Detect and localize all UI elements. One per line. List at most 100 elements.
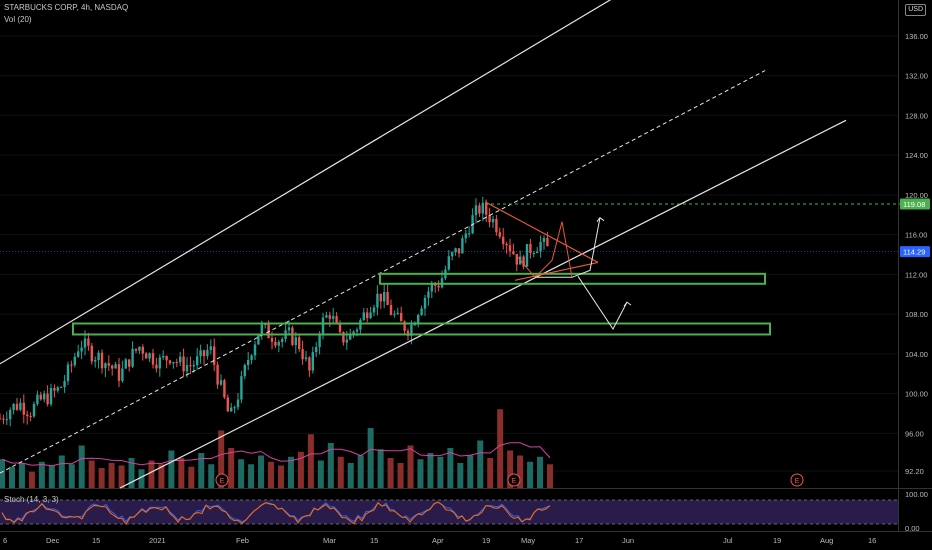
- candle-body: [243, 365, 246, 377]
- time-tick-label: Mar: [323, 536, 336, 545]
- candle-body: [216, 364, 219, 385]
- volume-bar: [238, 459, 245, 488]
- volume-bar: [228, 448, 235, 488]
- grid-lines: [0, 0, 932, 532]
- candle-body: [376, 293, 379, 308]
- candle-body: [539, 241, 542, 252]
- currency-badge[interactable]: USD: [905, 4, 926, 16]
- candle-body: [162, 355, 165, 358]
- candle-body: [253, 344, 257, 356]
- time-tick-label: Apr: [432, 536, 444, 545]
- price-tick-label: 136.00: [905, 32, 928, 41]
- price-tick-label: 128.00: [905, 111, 928, 120]
- time-axis[interactable]: 6 Dec 15 2021 Feb Mar 15 Apr 19 May 17 Jun Jul 19 Aug 1…: [3, 536, 876, 545]
- candle-body: [226, 397, 229, 412]
- candle-body: [80, 347, 83, 352]
- candle-body: [508, 245, 512, 252]
- candle-body: [63, 381, 66, 388]
- candle-body: [240, 376, 243, 400]
- candle-body: [349, 333, 352, 340]
- candle-body: [22, 402, 25, 415]
- candle-body: [304, 357, 308, 360]
- wedge-top-line: [484, 201, 599, 263]
- candle-body: [281, 338, 284, 342]
- earnings-marker-icon: [790, 473, 804, 487]
- candle-body: [151, 353, 155, 365]
- candle-body: [43, 393, 46, 400]
- candle-body: [355, 329, 359, 332]
- wedge-bottom-line: [514, 261, 599, 281]
- price-tick-label: 104.00: [905, 350, 928, 359]
- candle-body: [247, 359, 250, 366]
- candle-body: [468, 233, 471, 235]
- volume-bar: [48, 465, 55, 488]
- candle-body: [495, 218, 498, 233]
- candle-body: [36, 394, 39, 405]
- candle-body: [117, 364, 121, 381]
- candle-body: [427, 291, 430, 298]
- candle-body: [83, 338, 87, 348]
- candle-body: [15, 403, 19, 410]
- candle-body: [546, 238, 549, 247]
- volume-bar: [68, 464, 75, 488]
- candle-body: [454, 248, 457, 253]
- candle-body: [49, 388, 53, 405]
- candle-body: [179, 356, 182, 363]
- candle-body: [70, 364, 73, 366]
- volume-bar: [327, 443, 334, 488]
- volume-bar: [477, 440, 484, 488]
- candle-body: [257, 334, 260, 345]
- time-tick-label: Aug: [820, 536, 833, 545]
- candle-body: [267, 323, 270, 339]
- earnings-marker-letter: E: [220, 478, 225, 485]
- volume-bar: [258, 455, 265, 488]
- projection-up-path: [535, 217, 601, 278]
- candle-body: [138, 346, 141, 351]
- volume-bar: [387, 458, 394, 488]
- candle-body: [60, 387, 63, 389]
- volume-bar: [88, 460, 95, 488]
- candle-body: [406, 330, 410, 336]
- price-tick-label: 124.00: [905, 151, 928, 160]
- candle-body: [196, 356, 199, 366]
- candle-body: [100, 352, 104, 369]
- volume-bar: [527, 461, 534, 488]
- candle-body: [19, 402, 22, 410]
- candle-body: [155, 364, 158, 369]
- volume-bar: [188, 466, 195, 488]
- price-tick-label: 108.00: [905, 310, 928, 319]
- volume-bar: [168, 450, 175, 488]
- last-price-label: 114.29: [903, 248, 925, 257]
- volume-bar: [427, 453, 434, 488]
- candle-body: [145, 353, 148, 359]
- volume-bar: [178, 458, 185, 488]
- candle-body: [457, 248, 461, 254]
- volume-bar: [297, 451, 304, 488]
- candle-body: [325, 315, 328, 318]
- candle-body: [332, 316, 335, 319]
- candle-body: [0, 418, 2, 420]
- candle-body: [270, 338, 274, 342]
- volume-ma-line: [1, 442, 551, 467]
- candle-body: [274, 341, 277, 346]
- volume-bar: [8, 466, 15, 488]
- candle-body: [437, 285, 440, 288]
- candle-body: [5, 419, 8, 421]
- price-axis[interactable]: 136.00 132.00 128.00 124.00 120.00 116.00 112.…: [900, 32, 930, 533]
- candle-body: [250, 355, 253, 360]
- candle-body: [315, 347, 318, 353]
- volume-bar: [467, 455, 474, 488]
- candle-body: [192, 365, 195, 367]
- earnings-marker-icon: [215, 473, 229, 487]
- volume-bar: [487, 458, 494, 488]
- support-zone-upper: [379, 272, 766, 285]
- volume-bar: [98, 468, 105, 488]
- projection-down-path: [577, 276, 628, 330]
- candle-body: [318, 334, 321, 348]
- stoch-indicator-label: Stoch (14, 3, 3): [4, 495, 59, 504]
- candle-body: [277, 341, 280, 346]
- candle-body: [73, 356, 76, 366]
- time-tick-label: 6: [3, 536, 7, 545]
